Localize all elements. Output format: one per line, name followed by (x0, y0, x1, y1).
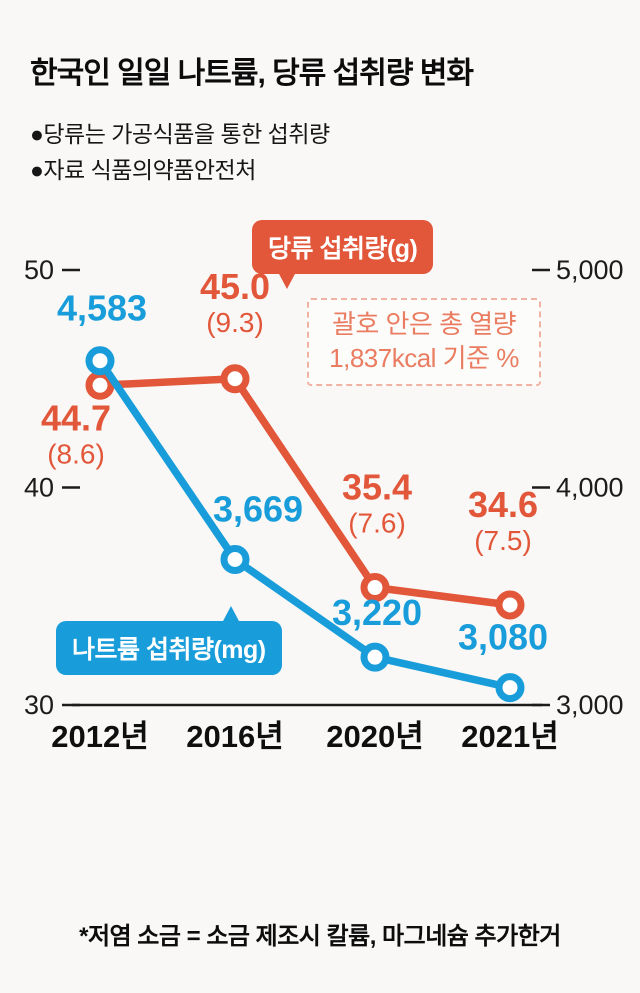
percent-label-sugar: (8.6) (47, 438, 105, 469)
footnote: *저염 소금 = 소금 제조시 칼륨, 마그네슘 추가한거 (79, 923, 561, 950)
subtitle-bullet-source: ●자료 식품의약품안전처 (30, 157, 256, 183)
legend-sodium-pointer-icon (221, 606, 240, 623)
data-point-sodium (220, 544, 250, 574)
right-axis-tick-label: 4,000 (556, 473, 624, 503)
annotation-line-2: 1,837kcal 기준 % (329, 342, 519, 373)
annotation-box: 괄호 안은 총 열량 1,837kcal 기준 % (307, 298, 541, 386)
left-axis-tick-label: 50 (24, 255, 54, 285)
series-line-sodium (96, 356, 514, 692)
data-point-sugar (360, 573, 390, 603)
page-title: 한국인 일일 나트륨, 당류 섭취량 변화 (30, 57, 474, 90)
x-axis-label: 2021년 (461, 719, 558, 754)
series-line-sugar (96, 375, 514, 609)
right-axis-tick-label: 3,000 (556, 690, 624, 720)
left-axis-tick-label: 30 (24, 690, 54, 720)
x-axis-label: 2016년 (186, 719, 283, 754)
right-axis-tick-label: 5,000 (556, 255, 624, 285)
legend-sodium-label: 나트륨 섭취량(mg) (72, 636, 266, 664)
annotation-line-1: 괄호 안은 총 열량 (331, 309, 517, 339)
value-label-sodium: 4,583 (57, 288, 147, 329)
percent-label-sugar: (7.5) (474, 525, 532, 556)
line-chart: 50 40 30 5,000 4,000 3,000 2012년 2016년 2020년 2021… (0, 210, 640, 770)
value-label-sugar: 35.4 (342, 467, 412, 508)
data-point-sugar (220, 364, 250, 394)
percent-label-sugar: (7.6) (348, 508, 406, 539)
value-label-sodium: 3,080 (458, 617, 548, 658)
value-label-sugar: 34.6 (468, 484, 538, 525)
left-axis-tick-label: 40 (24, 473, 54, 503)
value-label-sodium: 3,669 (213, 488, 303, 529)
legend-sugar-badge: 당류 섭취량(g) (252, 220, 434, 289)
data-point-sodium (495, 673, 525, 703)
x-axis-label: 2012년 (51, 719, 148, 754)
data-point-sodium (360, 642, 390, 672)
subtitle-bullet-sugar-note: ●당류는 가공식품을 통한 섭취량 (30, 121, 330, 147)
percent-label-sugar: (9.3) (206, 307, 264, 338)
legend-sodium-badge: 나트륨 섭취량(mg) (56, 606, 282, 675)
value-label-sugar: 44.7 (41, 397, 111, 438)
legend-sugar-label: 당류 섭취량(g) (268, 235, 418, 263)
value-label-sodium: 3,220 (332, 592, 422, 633)
x-axis-label: 2020년 (326, 719, 423, 754)
legend-sugar-pointer-icon (278, 272, 296, 289)
data-point-sodium (85, 346, 115, 376)
chart-svg: 50 40 30 5,000 4,000 3,000 2012년 2016년 2020년 2021… (24, 255, 624, 754)
data-point-sugar (495, 590, 525, 620)
